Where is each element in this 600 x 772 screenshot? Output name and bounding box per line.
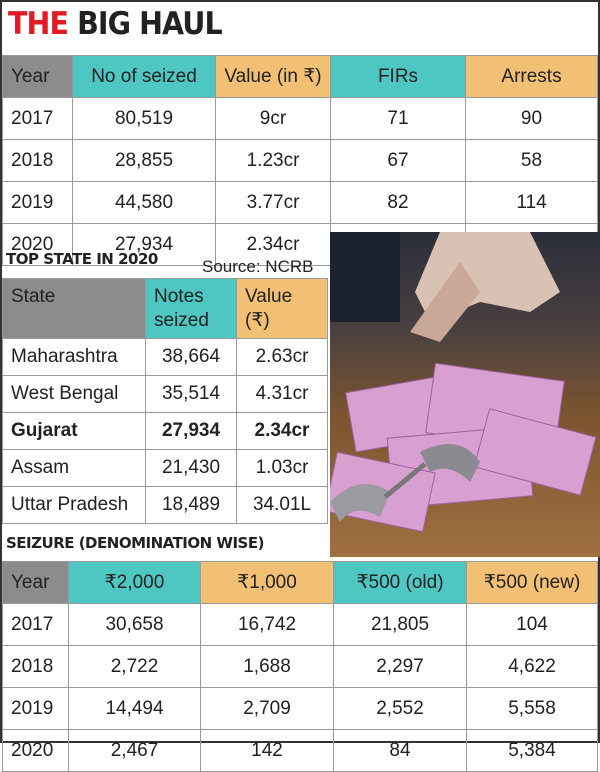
table-cell: 34.01L [236, 486, 328, 524]
table-row: Gujarat 27,934 2.34cr [2, 412, 328, 450]
table-cell: 21,805 [333, 603, 467, 646]
table-row: Assam 21,430 1.03cr [2, 449, 328, 487]
table-cell: 3.77cr [215, 181, 331, 224]
table-cell: 2018 [2, 645, 69, 688]
table-cell: 2.63cr [236, 338, 328, 376]
page-title: THE BIG HAUL [8, 6, 223, 42]
table-cell: 18,489 [145, 486, 237, 524]
table-cell: 27,934 [72, 223, 216, 266]
table-cell: 4,622 [466, 645, 598, 688]
header-row: Year No of seized Value (in ₹) FIRs Arrests [2, 55, 598, 98]
table-cell: 2020 [2, 223, 73, 266]
column-header: Value (in ₹) [215, 55, 331, 98]
table-row: 2019 14,494 2,709 2,552 5,558 [2, 687, 598, 730]
column-header: Year [2, 55, 73, 98]
table-cell: 28,855 [72, 139, 216, 182]
table-cell: 38,664 [145, 338, 237, 376]
table-cell: 4.31cr [236, 375, 328, 413]
table-cell: 1.03cr [236, 449, 328, 487]
table-cell: 30,658 [68, 603, 201, 646]
column-header: Notes seized [145, 278, 237, 339]
table-row: 2017 30,658 16,742 21,805 104 [2, 603, 598, 646]
table-row: 2019 44,580 3.77cr 82 114 [2, 181, 598, 224]
table-cell: Gujarat [2, 412, 146, 450]
table-cell: 2.34cr [236, 412, 328, 450]
table-cell: 44,580 [72, 181, 216, 224]
table-cell: 2017 [2, 97, 73, 140]
table-cell: 82 [330, 181, 466, 224]
column-header: No of seized [72, 55, 216, 98]
table-cell: Assam [2, 449, 146, 487]
table-cell: 142 [200, 729, 334, 772]
table-cell: 21,430 [145, 449, 237, 487]
table-row: 2020 2,467 142 84 5,384 [2, 729, 598, 772]
column-header: Arrests [465, 55, 598, 98]
table-cell: 58 [465, 139, 598, 182]
table-cell: 2,552 [333, 687, 467, 730]
table-cell: 2.34cr [215, 223, 331, 266]
table-cell: 1,688 [200, 645, 334, 688]
table-cell: 1.23cr [215, 139, 331, 182]
table-row: West Bengal 35,514 4.31cr [2, 375, 328, 413]
header-row: State Notes seized Value (₹) [2, 278, 328, 339]
source-label: Source: NCRB [202, 257, 314, 276]
header-row: Year ₹2,000 ₹1,000 ₹500 (old) ₹500 (new) [2, 561, 598, 604]
table-cell: 14,494 [68, 687, 201, 730]
table-cell: 5,384 [466, 729, 598, 772]
column-header: ₹500 (new) [466, 561, 598, 604]
table-cell: 27,934 [145, 412, 237, 450]
table-cell: 35,514 [145, 375, 237, 413]
table-cell: 2,709 [200, 687, 334, 730]
table-cell: 2019 [2, 687, 69, 730]
big-haul-table: Year No of seized Value (in ₹) FIRs Arrests 2… [2, 55, 598, 266]
table-cell: 9cr [215, 97, 331, 140]
column-header: State [2, 278, 146, 339]
denomination-title: SEIZURE (DENOMINATION WISE) [6, 534, 264, 552]
top-state-table: State Notes seized Value (₹) Maharashtra 38,… [2, 278, 328, 524]
table-cell: 2,722 [68, 645, 201, 688]
column-header: ₹1,000 [200, 561, 334, 604]
table-cell: 2018 [2, 139, 73, 182]
table-cell: Uttar Pradesh [2, 486, 146, 524]
column-header: Value (₹) [236, 278, 328, 339]
table-cell: 90 [465, 97, 598, 140]
column-header: FIRs [330, 55, 466, 98]
table-cell: 104 [466, 603, 598, 646]
column-header: ₹500 (old) [333, 561, 467, 604]
handcuffs-money-photo [330, 232, 600, 557]
table-cell: 67 [330, 139, 466, 182]
table-cell: 71 [330, 97, 466, 140]
column-header: Year [2, 561, 69, 604]
table-cell: West Bengal [2, 375, 146, 413]
table-row: Maharashtra 38,664 2.63cr [2, 338, 328, 376]
table-cell: 80,519 [72, 97, 216, 140]
table-cell: 2017 [2, 603, 69, 646]
table-cell: 2019 [2, 181, 73, 224]
table-row: 2017 80,519 9cr 71 90 [2, 97, 598, 140]
top-state-title: TOP STATE IN 2020 [6, 250, 158, 268]
column-header: ₹2,000 [68, 561, 201, 604]
table-row: 2018 2,722 1,688 2,297 4,622 [2, 645, 598, 688]
table-cell: 2,467 [68, 729, 201, 772]
table-cell: 114 [465, 181, 598, 224]
table-row: 2018 28,855 1.23cr 67 58 [2, 139, 598, 182]
table-row: Uttar Pradesh 18,489 34.01L [2, 486, 328, 524]
table-cell: 84 [333, 729, 467, 772]
table-cell: Maharashtra [2, 338, 146, 376]
denomination-table: Year ₹2,000 ₹1,000 ₹500 (old) ₹500 (new) 2017… [2, 561, 598, 772]
table-cell: 2020 [2, 729, 69, 772]
table-cell: 16,742 [200, 603, 334, 646]
table-cell: 5,558 [466, 687, 598, 730]
table-cell: 2,297 [333, 645, 467, 688]
